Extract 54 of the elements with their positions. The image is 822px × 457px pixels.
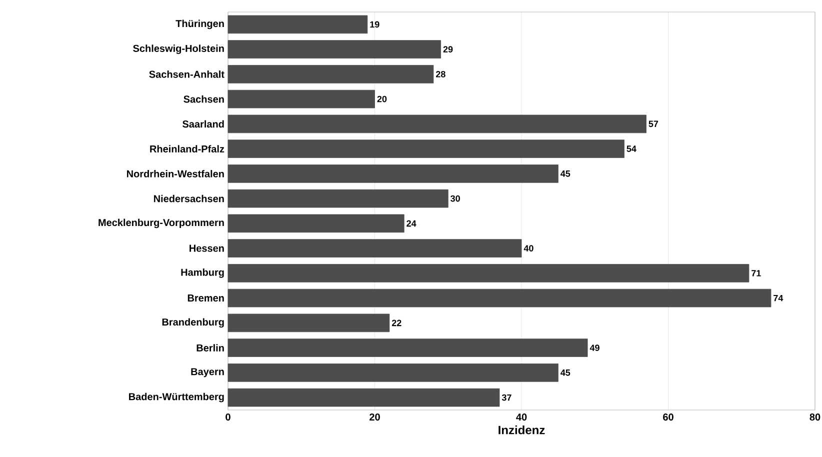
bar [228,40,441,58]
data-label: 45 [560,170,570,177]
data-label: 28 [436,70,446,78]
bar [228,90,375,108]
data-label: 57 [648,120,658,128]
x-tick-label: 80 [810,414,820,421]
bar [228,189,448,208]
bar [228,15,368,34]
y-tick-label: Thüringen [176,20,224,30]
y-tick-label: Sachsen-Anhalt [149,70,224,78]
y-tick-label: Mecklenburg-Vorpommern [98,218,224,228]
y-tick-label: Baden-Württemberg [129,392,224,402]
bar [228,239,522,258]
x-tick-label: 60 [663,414,674,421]
bar [228,338,588,357]
data-label: 40 [524,245,534,252]
y-tick-label: Bayern [191,368,224,378]
data-label: 37 [502,394,512,401]
y-tick-label: Schleswig-Holstein [133,44,224,54]
y-tick-label: Niedersachsen [154,194,224,202]
bar [228,65,434,84]
y-tick-label: Bremen [188,294,224,302]
x-tick-label: 0 [226,414,230,421]
data-label: 71 [752,270,761,276]
y-tick-label: Saarland [182,120,224,128]
bar [228,214,404,233]
bar [228,288,772,308]
bar [228,388,500,407]
x-tick-label: 20 [370,414,380,421]
bar [228,264,750,282]
x-tick-label: 40 [516,414,527,421]
bar [228,114,646,134]
bar [228,164,558,183]
data-label: 49 [590,344,600,351]
data-label: 54 [626,146,636,152]
y-tick-label: Hessen [190,244,224,252]
data-label: 45 [560,370,570,376]
bar [228,140,624,158]
x-axis-title: Inzidenz [498,425,545,434]
data-label: 30 [450,195,460,202]
y-tick-label: Berlin [196,344,224,352]
data-label: 19 [370,21,380,28]
y-tick-label: Nordrhein-Westfalen [126,170,224,178]
bar [228,314,390,332]
data-label: 24 [406,220,416,227]
y-tick-label: Brandenburg [162,318,224,328]
data-label: 22 [392,320,402,326]
data-label: 20 [377,96,387,102]
data-label: 74 [774,294,784,302]
y-tick-label: Rheinland-Pfalz [150,145,224,152]
y-tick-label: Hamburg [181,268,224,278]
bar [228,364,558,382]
y-tick-label: Sachsen [184,95,224,103]
data-label: 29 [443,46,453,52]
